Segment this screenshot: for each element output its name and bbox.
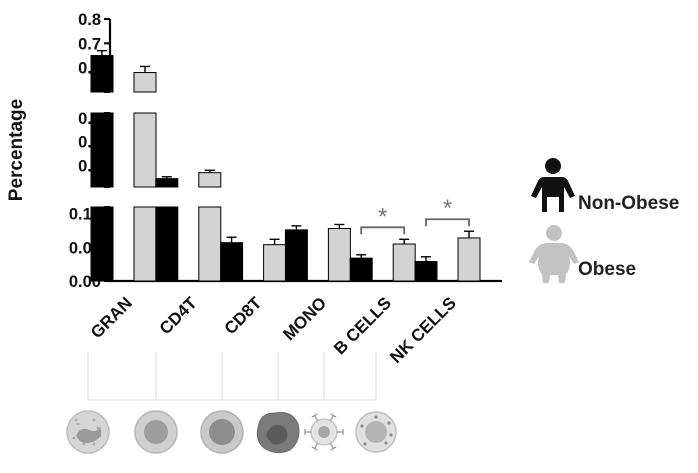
bar-b-cells-obese — [392, 243, 416, 282]
bar-cd4t-obese — [198, 206, 222, 282]
bar-gran-non-obese — [90, 206, 114, 282]
bar-gran-non-obese — [90, 55, 114, 93]
bar-cd8t-obese — [263, 244, 287, 282]
bar-gran-obese — [133, 112, 157, 188]
bar-gran-obese — [133, 72, 157, 93]
y-axis-title: Percentage — [2, 99, 32, 201]
bars — [90, 55, 481, 282]
y-tick-label: 0.8 — [78, 11, 101, 29]
legend-label-obese: Obese — [578, 259, 637, 280]
x-tick-label-gran: GRAN — [87, 293, 136, 342]
bar-cd4t-non-obese — [155, 206, 179, 282]
x-tick-label-nk-cells: NK CELLS — [386, 293, 460, 367]
person-silhouette-icon — [531, 158, 575, 212]
bar-cd8t-non-obese — [220, 242, 244, 282]
x-tick-label-cd8t: CD8T — [221, 293, 266, 338]
significance-bracket — [425, 218, 470, 227]
cd8t-cell-icon — [200, 410, 244, 454]
significance-star: * — [378, 203, 387, 230]
bar-b-cells-non-obese — [349, 257, 373, 282]
y-tick-label: 0.7 — [78, 35, 101, 53]
error-bars — [97, 49, 474, 262]
significance-annotations: * * — [360, 195, 470, 235]
cd4t-cell-icon — [134, 410, 178, 454]
bar-gran-non-obese — [90, 112, 114, 188]
y-axis-label: Percentage — [6, 98, 27, 202]
granulocyte-cell-icon — [66, 410, 110, 454]
bar-gran-obese — [133, 206, 157, 282]
legend-label-non-obese: Non-Obese — [578, 193, 680, 214]
bar-cd4t-non-obese — [155, 178, 179, 188]
bar-mono-non-obese — [284, 229, 308, 282]
monocyte-cell-icon — [256, 412, 300, 454]
nk-cell-icon — [355, 411, 397, 453]
obese-person-silhouette-icon — [529, 225, 579, 283]
bar-nk-cells-non-obese — [414, 260, 438, 282]
x-tick-label-cd4t: CD4T — [156, 293, 201, 338]
x-tick-label-mono: MONO — [279, 293, 330, 344]
legend-icons — [529, 158, 579, 283]
bar-cd4t-obese — [198, 172, 222, 188]
cell-icons-area — [66, 352, 397, 454]
bar-nk-cells-obese — [457, 237, 481, 282]
significance-star: * — [443, 195, 452, 222]
b-cell-icon — [304, 413, 344, 451]
x-tick-label-b-cells: B CELLS — [330, 293, 395, 358]
significance-bracket — [360, 226, 406, 235]
bar-mono-obese — [327, 228, 351, 282]
